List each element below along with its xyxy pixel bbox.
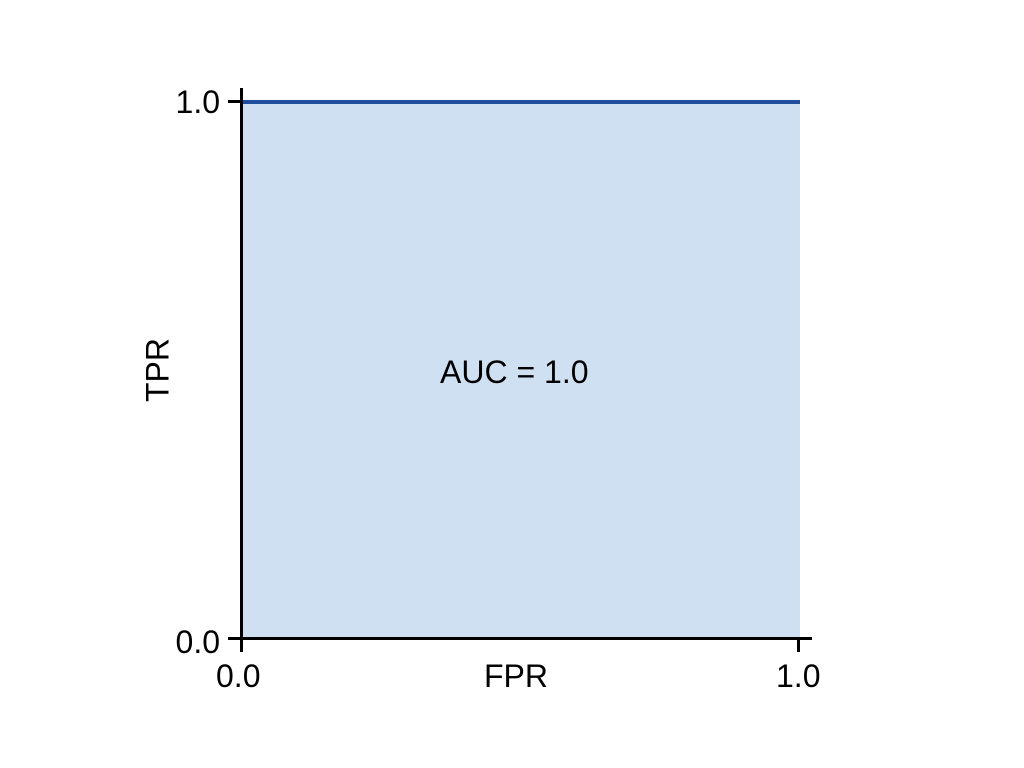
y-tick-label-1: 1.0 <box>176 84 220 121</box>
y-axis-line <box>240 88 243 640</box>
x-tick-1 <box>797 640 800 652</box>
x-tick-label-1: 1.0 <box>776 658 820 695</box>
y-tick-0 <box>228 637 240 640</box>
x-axis-line <box>240 637 812 640</box>
x-axis-label: FPR <box>484 658 548 695</box>
y-axis-label: TPR <box>140 338 177 402</box>
x-tick-label-0: 0.0 <box>216 658 260 695</box>
x-tick-0 <box>240 640 243 652</box>
auc-value-label: AUC = 1.0 <box>440 354 589 391</box>
y-tick-1 <box>228 100 240 103</box>
roc-plot-area: AUC = 1.0 <box>240 100 800 640</box>
chart-canvas: AUC = 1.0 1.0 0.0 0.0 1.0 FPR TPR <box>0 0 1024 768</box>
y-tick-label-0: 0.0 <box>176 624 220 661</box>
roc-curve-line <box>240 100 800 104</box>
